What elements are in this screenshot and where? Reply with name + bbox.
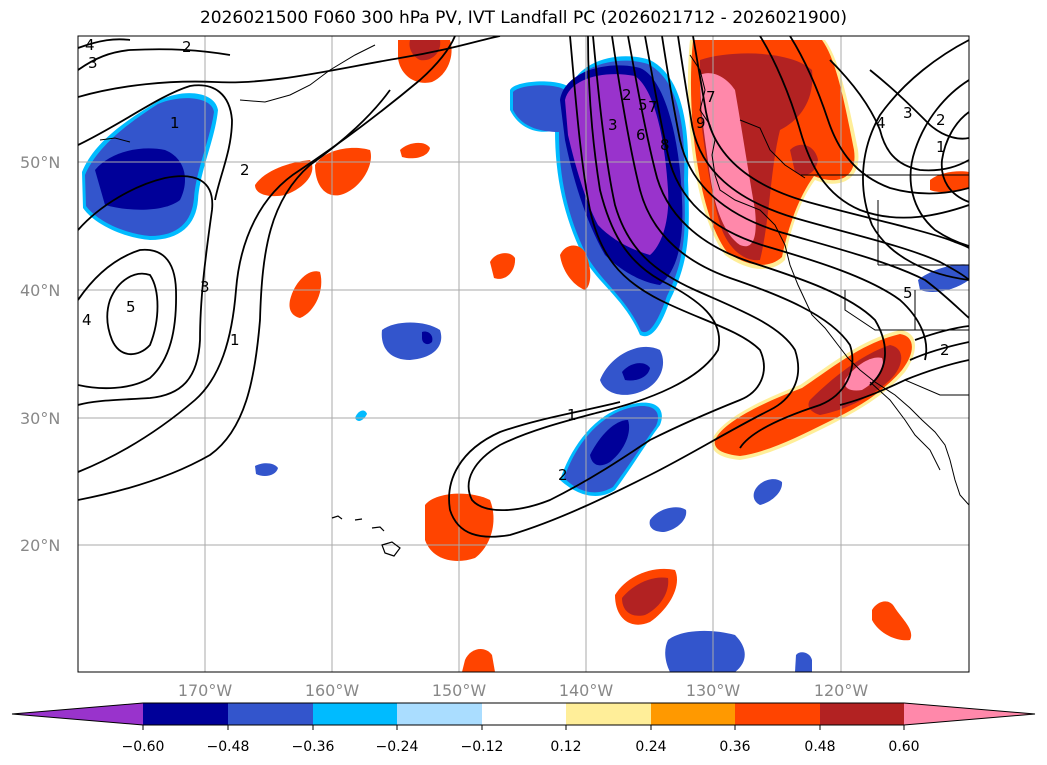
svg-text:2: 2 — [558, 466, 568, 484]
svg-text:4: 4 — [82, 311, 92, 329]
ivt-contours — [78, 36, 969, 538]
svg-text:130°W: 130°W — [686, 681, 741, 700]
negative-anomaly-subtropics — [255, 264, 969, 672]
svg-text:5: 5 — [126, 298, 136, 316]
colorbar-tick: 0.12 — [550, 739, 581, 755]
coastlines — [99, 44, 969, 506]
svg-text:2: 2 — [622, 86, 632, 104]
svg-text:5: 5 — [638, 96, 648, 114]
colorbar-segment — [143, 703, 228, 725]
svg-text:1: 1 — [567, 406, 577, 424]
positive-anomaly-california — [711, 330, 916, 460]
colorbar-segment — [313, 703, 397, 725]
svg-text:7: 7 — [706, 88, 716, 106]
colorbar-tick: −0.48 — [207, 739, 250, 755]
positive-anomaly-scattered — [255, 40, 969, 672]
colorbar-tick: 0.24 — [635, 739, 666, 755]
colorbar-tick: −0.12 — [461, 739, 504, 755]
svg-text:7: 7 — [648, 98, 658, 116]
longitude-labels: 170°W 160°W 150°W 140°W 130°W 120°W — [178, 681, 869, 700]
svg-text:9: 9 — [696, 114, 706, 132]
hawaii-islands — [331, 515, 401, 557]
svg-text:40°N: 40°N — [20, 281, 60, 300]
map-title: 2026021500 F060 300 hPa PV, IVT Landfall… — [199, 8, 847, 28]
contour-labels: 4 3 2 1 5 4 3 2 1 3 2 5 6 7 8 4 3 2 1 5 … — [82, 36, 950, 484]
svg-text:120°W: 120°W — [814, 681, 869, 700]
colorbar-segment — [735, 703, 820, 725]
colorbar-tick: −0.60 — [122, 739, 165, 755]
colorbar-tick: 0.36 — [719, 739, 750, 755]
colorbar: −0.60 −0.48 −0.36 −0.24 −0.12 0.12 0.24 … — [11, 702, 1036, 755]
svg-text:8: 8 — [660, 136, 670, 154]
svg-text:2: 2 — [240, 161, 250, 179]
colorbar-tick: −0.24 — [376, 739, 419, 755]
svg-text:3: 3 — [200, 278, 210, 296]
svg-text:6: 6 — [636, 126, 646, 144]
svg-text:2: 2 — [940, 341, 950, 359]
colorbar-segment — [228, 703, 313, 725]
svg-text:4: 4 — [876, 114, 886, 132]
colorbar-tick: 0.60 — [888, 739, 919, 755]
svg-text:140°W: 140°W — [559, 681, 614, 700]
colorbar-segment — [651, 703, 735, 725]
latitude-labels: 50°N 40°N 30°N 20°N — [20, 153, 60, 555]
svg-text:30°N: 30°N — [20, 409, 60, 428]
svg-text:4: 4 — [85, 36, 95, 54]
svg-text:3: 3 — [903, 104, 913, 122]
colorbar-tick: 0.48 — [804, 739, 835, 755]
svg-text:1: 1 — [230, 331, 240, 349]
svg-text:50°N: 50°N — [20, 153, 60, 172]
svg-text:1: 1 — [170, 114, 180, 132]
colorbar-segment — [482, 703, 566, 725]
svg-text:160°W: 160°W — [305, 681, 360, 700]
colorbar-segment — [397, 703, 482, 725]
svg-text:1: 1 — [936, 138, 946, 156]
colorbar-segment — [820, 703, 904, 725]
colorbar-extend-max — [904, 703, 1035, 725]
svg-text:20°N: 20°N — [20, 536, 60, 555]
svg-text:2: 2 — [182, 38, 192, 56]
svg-text:2: 2 — [936, 111, 946, 129]
colorbar-tick: −0.36 — [292, 739, 335, 755]
negative-anomaly-west-pacific — [82, 93, 218, 240]
svg-text:5: 5 — [903, 284, 913, 302]
colorbar-segment — [566, 703, 651, 725]
svg-text:150°W: 150°W — [432, 681, 487, 700]
svg-text:3: 3 — [608, 116, 618, 134]
svg-text:3: 3 — [88, 54, 98, 72]
map-frame — [77, 35, 970, 673]
svg-text:170°W: 170°W — [178, 681, 233, 700]
colorbar-extend-min — [12, 703, 143, 725]
graticule — [78, 36, 969, 672]
